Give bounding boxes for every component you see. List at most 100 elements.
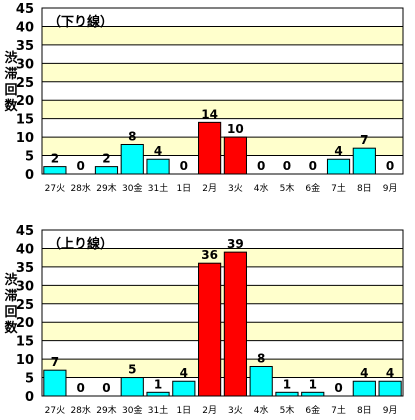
data-label: 0 bbox=[309, 159, 317, 173]
grid-band bbox=[42, 63, 403, 82]
bar bbox=[198, 262, 222, 397]
up-line-chart: 0 5 10 15 20 25 30 35 40 45 渋滞回数（上り線） 7 27火 0 28水 0 29木 5… bbox=[0, 222, 415, 420]
data-label: 8 bbox=[257, 351, 265, 365]
grid-band bbox=[42, 377, 403, 396]
x-tick-label: 31土 bbox=[148, 404, 168, 416]
bar bbox=[94, 166, 119, 175]
bar bbox=[352, 147, 376, 175]
bar bbox=[223, 136, 247, 175]
data-label: 7 bbox=[51, 355, 59, 369]
x-tick-label: 7土 bbox=[331, 404, 346, 416]
y-tick-label: 40 bbox=[16, 20, 34, 35]
x-tick-label: 9月 bbox=[383, 183, 398, 194]
grid-band bbox=[42, 137, 403, 156]
bar bbox=[120, 143, 144, 175]
y-tick-label: 20 bbox=[16, 94, 34, 109]
grid-band bbox=[42, 359, 403, 378]
grid-band bbox=[42, 303, 403, 323]
y-tick-label: 20 bbox=[16, 316, 34, 331]
y-tick-label: 10 bbox=[16, 131, 34, 146]
data-label: 0 bbox=[257, 159, 265, 173]
y-tick-label: 15 bbox=[16, 113, 34, 128]
y-axis-label-char: 回 bbox=[4, 83, 17, 98]
bar bbox=[301, 391, 325, 397]
y-tick-label: 30 bbox=[16, 279, 34, 294]
data-label: 4 bbox=[386, 366, 394, 380]
data-label: 0 bbox=[76, 381, 84, 395]
grid-band bbox=[42, 100, 403, 119]
data-label: 36 bbox=[201, 248, 218, 262]
y-tick-label: 25 bbox=[16, 76, 34, 91]
data-label: 1 bbox=[154, 377, 162, 391]
y-tick-label: 45 bbox=[16, 2, 34, 17]
data-label: 2 bbox=[102, 152, 110, 166]
data-label: 4 bbox=[154, 144, 162, 158]
grid-band bbox=[42, 248, 403, 267]
y-tick-label: 35 bbox=[16, 261, 34, 276]
x-tick-label: 5木 bbox=[280, 182, 295, 194]
x-tick-label: 3火 bbox=[228, 405, 243, 416]
grid-band bbox=[42, 266, 403, 286]
grid-band bbox=[42, 8, 403, 27]
data-label: 0 bbox=[386, 159, 394, 173]
x-tick-label: 3火 bbox=[228, 183, 243, 194]
x-tick-label: 5木 bbox=[280, 404, 295, 416]
x-tick-label: 6金 bbox=[305, 404, 320, 416]
y-tick-label: 40 bbox=[16, 242, 34, 257]
y-tick-label: 0 bbox=[25, 168, 34, 183]
data-label: 14 bbox=[201, 107, 218, 121]
grid-band bbox=[42, 322, 403, 341]
bar bbox=[275, 391, 299, 397]
x-tick-label: 28水 bbox=[70, 182, 90, 194]
x-tick-label: 6金 bbox=[305, 182, 320, 194]
data-label: 4 bbox=[180, 366, 188, 380]
plot-frame bbox=[41, 7, 404, 175]
x-tick-label: 30金 bbox=[122, 182, 142, 194]
x-tick-label: 2月 bbox=[202, 405, 217, 416]
y-axis-label-char: 回 bbox=[4, 305, 17, 320]
y-axis-label-char: 数 bbox=[4, 98, 18, 114]
y-tick-label: 5 bbox=[25, 372, 34, 387]
y-tick-label: 15 bbox=[16, 335, 34, 350]
data-label: 4 bbox=[334, 144, 342, 158]
grid-band bbox=[42, 81, 403, 101]
grid-band bbox=[42, 285, 403, 304]
down-line-chart: 0 5 10 15 20 25 30 35 40 45 渋滞回数（下り線） 2 27火 0 28水 2 29木 8… bbox=[0, 0, 415, 198]
bar bbox=[249, 365, 273, 397]
data-label: 1 bbox=[309, 377, 317, 391]
bar bbox=[326, 158, 351, 175]
bar bbox=[120, 377, 144, 397]
x-tick-label: 7土 bbox=[331, 182, 346, 194]
x-tick-label: 4水 bbox=[254, 182, 269, 194]
x-tick-label: 1日 bbox=[176, 183, 191, 194]
bar bbox=[172, 380, 196, 397]
chart-title: （下り線） bbox=[48, 14, 113, 30]
grid-band bbox=[42, 118, 403, 138]
y-axis-label-char: 渋 bbox=[4, 272, 17, 288]
chart-svg: 051015202530354045渋滞回数（下り線）227火028水229木8… bbox=[4, 2, 404, 194]
x-tick-label: 8日 bbox=[357, 183, 372, 194]
data-label: 8 bbox=[128, 129, 136, 143]
y-tick-label: 10 bbox=[16, 353, 34, 368]
data-label: 10 bbox=[227, 122, 244, 136]
data-label: 2 bbox=[51, 152, 59, 166]
x-tick-label: 2月 bbox=[202, 183, 217, 194]
bar bbox=[43, 166, 67, 175]
data-label: 4 bbox=[360, 366, 368, 380]
y-tick-label: 35 bbox=[16, 39, 34, 54]
plot-frame bbox=[41, 229, 404, 397]
data-label: 0 bbox=[76, 159, 84, 173]
x-tick-label: 28水 bbox=[70, 404, 90, 416]
grid-band bbox=[42, 26, 403, 45]
x-tick-label: 27火 bbox=[45, 405, 65, 416]
y-axis-label-char: 数 bbox=[4, 320, 18, 336]
data-label: 0 bbox=[334, 381, 342, 395]
bar bbox=[223, 251, 247, 397]
bar bbox=[352, 380, 376, 397]
y-tick-label: 30 bbox=[16, 57, 34, 72]
x-tick-label: 27火 bbox=[45, 183, 65, 194]
x-tick-label: 4水 bbox=[254, 404, 269, 416]
x-tick-label: 29木 bbox=[96, 404, 116, 416]
x-tick-label: 31土 bbox=[148, 182, 168, 194]
data-label: 5 bbox=[128, 363, 136, 377]
